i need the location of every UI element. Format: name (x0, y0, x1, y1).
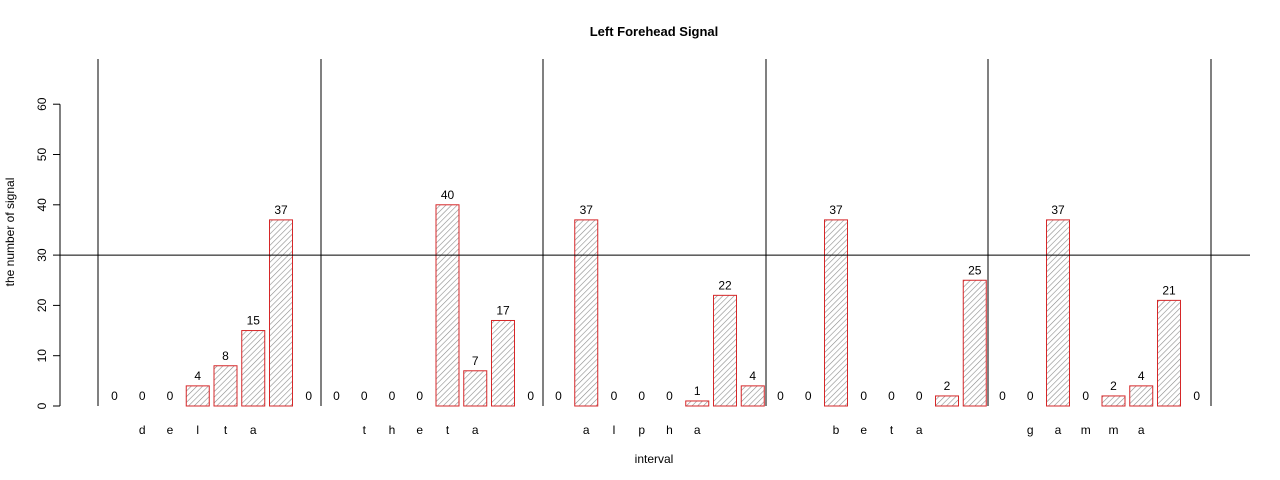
bar (685, 400, 710, 407)
bar-value-label: 17 (496, 303, 510, 317)
bar-value-label: 0 (1193, 389, 1200, 403)
bar-value-label: 37 (829, 203, 843, 217)
chart-title: Left Forehead Signal (590, 24, 719, 39)
bar-value-label: 15 (247, 314, 261, 328)
category-label: a (250, 423, 257, 437)
bar-value-label: 0 (860, 389, 867, 403)
category-label: a (1055, 423, 1062, 437)
bar (463, 370, 488, 407)
bar (241, 330, 266, 407)
bar-value-label: 4 (194, 369, 201, 383)
category-label: t (446, 423, 450, 437)
bar-value-label: 0 (611, 389, 618, 403)
bar-value-label: 0 (888, 389, 895, 403)
category-label: e (167, 423, 174, 437)
bar-value-label: 0 (638, 389, 645, 403)
category-label: a (583, 423, 590, 437)
category-label: p (638, 423, 645, 437)
category-label: t (224, 423, 228, 437)
bar (824, 219, 848, 407)
category-label: e (416, 423, 423, 437)
y-tick-label: 30 (35, 248, 49, 262)
category-label: m (1081, 423, 1091, 437)
bar (1129, 385, 1154, 407)
category-label: h (666, 423, 673, 437)
category-label: h (389, 423, 396, 437)
bar-value-label: 0 (1082, 389, 1089, 403)
bar-value-label: 25 (968, 263, 982, 277)
bars (185, 204, 1181, 407)
bar-value-label: 0 (111, 389, 118, 403)
bar-value-label: 0 (1027, 389, 1034, 403)
bar-value-label: 37 (274, 203, 288, 217)
category-label: d (139, 423, 146, 437)
bar-value-label: 21 (1162, 283, 1176, 297)
bar (1101, 395, 1126, 407)
bar (435, 204, 460, 407)
bar-value-label: 7 (472, 354, 479, 368)
category-label: a (1138, 423, 1145, 437)
bar-value-label: 37 (580, 203, 594, 217)
bar-value-label: 0 (389, 389, 396, 403)
bar (713, 294, 737, 407)
category-label: t (363, 423, 367, 437)
y-tick-label: 60 (35, 97, 49, 111)
bar (491, 319, 515, 407)
category-label: e (860, 423, 867, 437)
bar-value-label: 0 (805, 389, 812, 403)
y-axis: 0 10 20 30 40 50 60 (35, 97, 61, 409)
group-dividers (97, 59, 1212, 406)
category-label: a (916, 423, 923, 437)
bar (935, 395, 959, 407)
bar-value-label: 0 (999, 389, 1006, 403)
bar (1157, 299, 1181, 407)
bar-value-label: 0 (555, 389, 562, 403)
bar (269, 219, 293, 407)
bar-value-label: 1 (694, 384, 701, 398)
bar-value-label: 0 (527, 389, 534, 403)
bar-value-label: 0 (416, 389, 423, 403)
category-label: b (833, 423, 840, 437)
bar-value-label: 0 (305, 389, 312, 403)
category-label: t (890, 423, 894, 437)
bar-value-label: 0 (333, 389, 340, 403)
category-label: l (196, 423, 199, 437)
bar (213, 365, 238, 407)
bar-value-label: 2 (944, 379, 951, 393)
x-axis-label: interval (635, 452, 674, 466)
bar-value-label: 0 (666, 389, 673, 403)
bar-value-label: 0 (361, 389, 368, 403)
bar-value-label: 8 (222, 349, 229, 363)
bar-value-label: 4 (1138, 369, 1145, 383)
bar-value-label: 37 (1051, 203, 1065, 217)
category-label: a (694, 423, 701, 437)
category-label: g (1027, 423, 1034, 437)
y-tick-label: 50 (35, 148, 49, 162)
y-tick-label: 0 (35, 402, 49, 409)
bar (740, 385, 765, 407)
bar (962, 279, 987, 407)
bar-value-label: 4 (749, 369, 756, 383)
bar-value-label: 2 (1110, 379, 1117, 393)
bar (574, 219, 599, 407)
y-tick-label: 40 (35, 198, 49, 212)
category-label: l (613, 423, 616, 437)
bar-value-label: 0 (916, 389, 923, 403)
bar (1046, 219, 1070, 407)
y-tick-label: 10 (35, 349, 49, 363)
bar (185, 385, 210, 407)
bar-value-label: 22 (718, 278, 732, 292)
category-label: a (472, 423, 479, 437)
bar-value-label: 0 (777, 389, 784, 403)
category-label: m (1109, 423, 1119, 437)
bar-value-label: 0 (167, 389, 174, 403)
bar-value-label: 40 (441, 188, 455, 202)
y-tick-label: 20 (35, 298, 49, 312)
bar-value-label: 0 (139, 389, 146, 403)
y-axis-label: the number of signal (3, 178, 17, 287)
